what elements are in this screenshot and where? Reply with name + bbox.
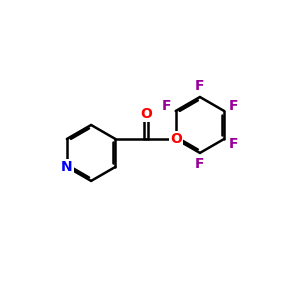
Text: O: O xyxy=(170,132,182,146)
Text: F: F xyxy=(195,157,205,170)
Text: F: F xyxy=(162,99,171,113)
Text: F: F xyxy=(229,99,238,113)
Text: O: O xyxy=(140,107,152,121)
Text: F: F xyxy=(229,137,238,151)
Text: N: N xyxy=(61,160,73,174)
Text: F: F xyxy=(195,80,205,93)
